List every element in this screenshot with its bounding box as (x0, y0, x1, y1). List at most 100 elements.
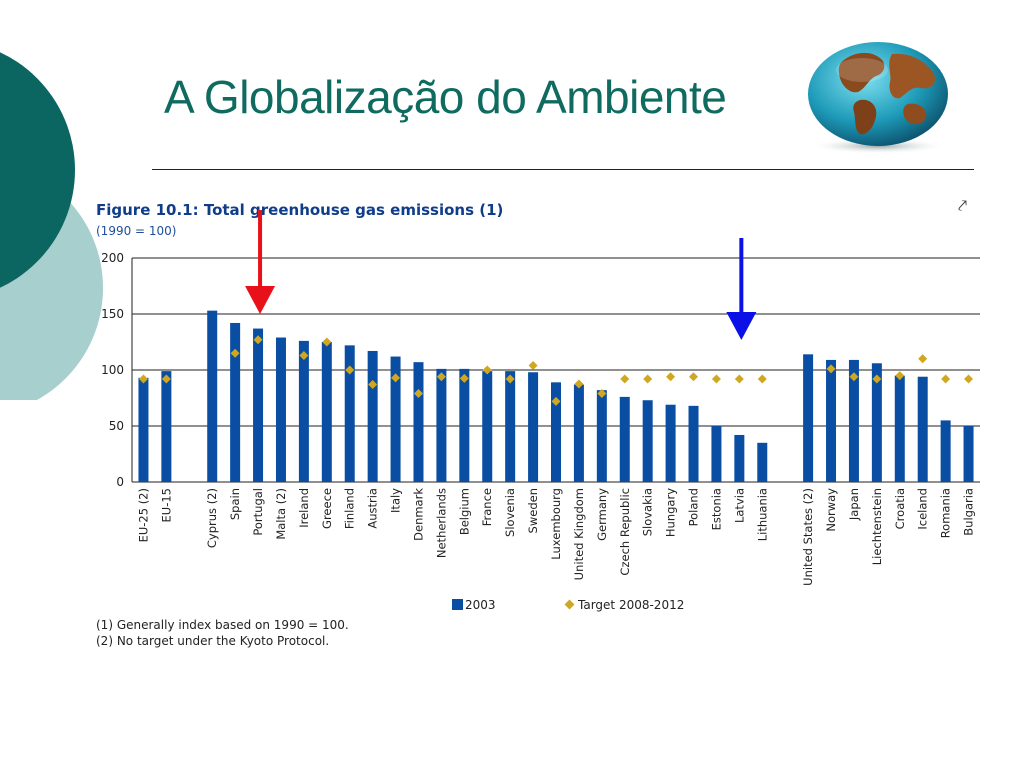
title-divider (152, 169, 974, 170)
target-Romania (941, 374, 951, 384)
x-tick-label: Italy (389, 488, 403, 513)
bar-Finland (344, 345, 355, 482)
x-tick-label: United States (2) (801, 488, 815, 586)
bar-EU-25 (2) (138, 377, 149, 482)
x-tick-label: Greece (320, 488, 334, 529)
figure-subtitle: (1990 = 100) (96, 224, 177, 238)
expand-icon: ⤤ (958, 196, 968, 215)
x-tick-label: Croatia (893, 488, 907, 529)
x-tick-label: Finland (343, 488, 357, 529)
target-Croatia (895, 371, 905, 381)
bar-Spain (230, 322, 241, 482)
figure-notes: (1) Generally index based on 1990 = 100.… (96, 617, 349, 649)
target-Iceland (918, 354, 928, 364)
y-tick-label: 100 (101, 363, 124, 377)
bar-Lithuania (757, 442, 768, 482)
x-tick-label: Malta (2) (274, 488, 288, 540)
bar-Romania (940, 420, 951, 482)
y-tick-label: 150 (101, 307, 124, 321)
x-tick-label: Estonia (709, 488, 723, 530)
y-tick-label: 200 (101, 251, 124, 265)
target-Liechtenstein (872, 374, 882, 384)
target-Denmark (413, 389, 423, 399)
dark-teal-circle (0, 52, 75, 288)
target-Norway (826, 364, 836, 374)
bar-United States (2) (803, 354, 814, 482)
bar-Hungary (665, 404, 676, 482)
note-2: (2) No target under the Kyoto Protocol. (96, 634, 330, 648)
x-tick-label: Germany (595, 488, 609, 541)
bar-Germany (596, 390, 607, 482)
y-tick-label: 0 (116, 475, 124, 489)
x-tick-label: Romania (939, 488, 953, 538)
x-tick-label: Liechtenstein (870, 488, 884, 565)
x-tick-label: Hungary (664, 488, 678, 537)
target-Estonia (711, 374, 721, 384)
target-United Kingdom (574, 379, 584, 389)
x-tick-label: Bulgaria (962, 488, 976, 536)
target-Netherlands (436, 372, 446, 382)
target-Lithuania (757, 374, 767, 384)
x-tick-label: Ireland (297, 488, 311, 528)
bar-Greece (321, 342, 332, 482)
x-tick-label: United Kingdom (572, 488, 586, 580)
target-Belgium (459, 373, 469, 383)
bar-Netherlands (436, 368, 447, 482)
target-Spain (230, 348, 240, 358)
legend-target-label: Target 2008-2012 (578, 598, 685, 612)
x-tick-label: Sweden (526, 488, 540, 533)
target-Bulgaria (964, 374, 974, 384)
x-tick-label: Belgium (457, 488, 471, 535)
bar-Cyprus (2) (207, 310, 218, 482)
bar-Italy (390, 356, 401, 482)
bar-EU-15 (161, 371, 172, 482)
bar-Luxembourg (551, 382, 561, 482)
bar-Iceland (917, 376, 928, 482)
x-tick-label: Luxembourg (549, 488, 563, 560)
bar-Slovakia (642, 400, 653, 482)
x-tick-label: Spain (228, 488, 242, 520)
legend-diamond-swatch (564, 599, 575, 610)
x-tick-label: Poland (687, 488, 701, 526)
x-tick-label: Czech Republic (618, 488, 632, 576)
globe-icon (808, 42, 948, 154)
bar-Croatia (894, 375, 905, 482)
x-tick-label: Iceland (916, 488, 930, 530)
note-1: (1) Generally index based on 1990 = 100. (96, 618, 349, 632)
emissions-chart: 0 50 100 150 200 EU-25 (2) EU-15 Cyprus (2) Spai… (101, 210, 980, 586)
bar-Bulgaria (963, 426, 974, 482)
target-Luxembourg (551, 396, 561, 406)
x-tick-label: Austria (366, 488, 380, 529)
x-tick-label: Lithuania (755, 488, 769, 541)
target-Greece (322, 337, 332, 347)
bar-Liechtenstein (871, 363, 882, 482)
x-tick-label: Slovakia (641, 488, 655, 536)
bar-Sweden (528, 372, 539, 482)
y-tick-label: 50 (109, 419, 124, 433)
target-Ireland (299, 350, 309, 360)
target-Slovakia (643, 374, 653, 384)
target-Latvia (734, 374, 744, 384)
arrow-portugal (245, 210, 276, 314)
target-Italy (391, 373, 401, 383)
legend-target: Target 2008-2012 (564, 598, 684, 612)
x-tick-label: France (480, 488, 494, 526)
target-Sweden (528, 361, 538, 371)
bar-Portugal (253, 328, 264, 482)
bar-Slovenia (505, 371, 516, 482)
x-tick-label: Japan (847, 488, 861, 521)
bar-Norway (826, 359, 837, 482)
bar-Austria (367, 350, 378, 482)
slide-title: A Globalização do Ambiente (164, 71, 727, 123)
target-Austria (368, 380, 378, 390)
target-Czech Republic (620, 374, 630, 384)
x-tick-label: Latvia (732, 488, 746, 523)
legend-bar-swatch (452, 599, 463, 610)
target-Hungary (666, 372, 676, 382)
bar-France (482, 371, 493, 482)
bar-Malta (2) (275, 337, 286, 482)
target-EU-25 (2) (138, 374, 148, 384)
figure-title: Figure 10.1: Total greenhouse gas emissi… (96, 201, 504, 219)
bar-Japan (848, 359, 859, 482)
target-Poland (689, 372, 699, 382)
